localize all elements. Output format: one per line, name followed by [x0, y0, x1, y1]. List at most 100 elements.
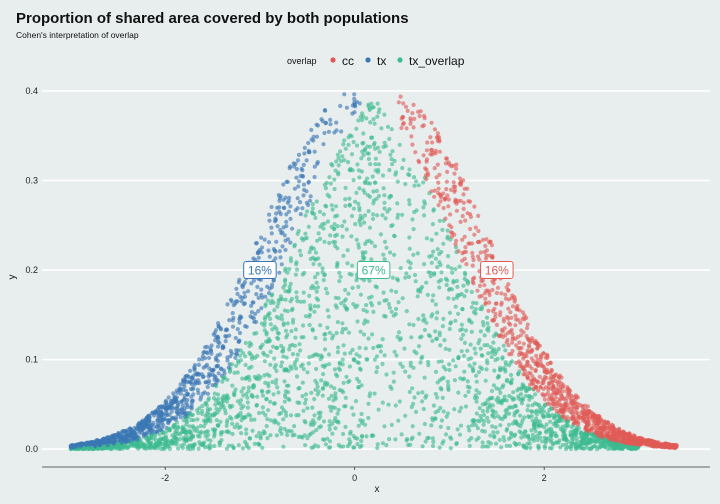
point-tx_overlap — [185, 446, 190, 451]
point-cc — [470, 276, 475, 282]
point-tx_overlap — [573, 428, 578, 433]
point-tx_overlap — [570, 440, 575, 445]
point-tx — [352, 96, 357, 101]
point-tx_overlap — [366, 415, 371, 421]
point-tx — [344, 105, 349, 110]
point-tx — [299, 166, 304, 171]
point-tx_overlap — [336, 163, 341, 168]
point-tx — [321, 142, 326, 147]
point-cc — [570, 415, 575, 420]
point-cc — [534, 353, 539, 358]
point-tx — [269, 231, 274, 236]
point-cc — [514, 343, 519, 348]
point-tx — [156, 414, 161, 419]
point-tx_overlap — [278, 426, 283, 431]
point-cc — [642, 438, 647, 443]
point-tx_overlap — [274, 345, 279, 350]
point-tx_overlap — [447, 367, 452, 373]
point-cc — [573, 397, 578, 402]
point-tx_overlap — [281, 354, 286, 359]
annotation-label: 16% — [248, 264, 272, 278]
point-tx_overlap — [407, 374, 412, 379]
point-tx_overlap — [371, 105, 376, 110]
point-tx_overlap — [268, 362, 273, 367]
point-cc — [545, 352, 550, 357]
point-tx_overlap — [229, 416, 234, 421]
point-tx_overlap — [580, 436, 585, 441]
point-tx_overlap — [388, 152, 393, 157]
point-tx_overlap — [474, 388, 479, 393]
point-tx_overlap — [397, 399, 402, 404]
point-tx_overlap — [377, 107, 382, 112]
point-tx_overlap — [407, 235, 412, 240]
point-tx_overlap — [332, 405, 337, 410]
point-tx_overlap — [347, 202, 352, 207]
point-cc — [499, 327, 504, 332]
point-tx_overlap — [303, 236, 308, 241]
point-tx — [203, 380, 208, 385]
point-tx_overlap — [214, 384, 219, 389]
point-tx_overlap — [517, 441, 522, 446]
point-tx_overlap — [289, 296, 295, 301]
point-tx_overlap — [484, 315, 490, 320]
point-tx_overlap — [469, 305, 474, 310]
point-tx_overlap — [524, 445, 529, 450]
point-cc — [506, 282, 511, 287]
point-tx — [257, 247, 262, 253]
legend: overlap cc tx tx_overlap — [287, 54, 465, 68]
point-tx_overlap — [438, 278, 444, 283]
point-tx_overlap — [173, 426, 178, 431]
point-tx_overlap — [596, 438, 601, 443]
point-tx_overlap — [486, 351, 491, 356]
point-tx_overlap — [490, 395, 495, 400]
point-tx_overlap — [190, 443, 196, 448]
point-tx_overlap — [276, 301, 281, 306]
point-tx_overlap — [369, 257, 374, 262]
point-tx_overlap — [220, 430, 225, 435]
point-tx_overlap — [200, 411, 205, 416]
point-tx — [326, 129, 331, 134]
point-tx — [208, 373, 213, 378]
point-tx_overlap — [303, 314, 308, 319]
point-tx — [211, 367, 216, 372]
point-tx_overlap — [511, 390, 516, 395]
point-tx_overlap — [461, 332, 466, 337]
point-tx_overlap — [347, 378, 352, 384]
point-tx_overlap — [447, 326, 452, 332]
point-tx — [286, 198, 291, 203]
point-tx_overlap — [550, 442, 556, 447]
point-tx_overlap — [480, 320, 486, 325]
point-tx_overlap — [437, 285, 442, 290]
point-tx — [236, 339, 242, 344]
point-tx_overlap — [519, 435, 524, 440]
point-tx_overlap — [451, 280, 456, 285]
point-tx_overlap — [208, 419, 213, 424]
point-tx_overlap — [326, 352, 332, 357]
point-tx_overlap — [246, 374, 251, 379]
point-tx_overlap — [154, 441, 159, 446]
point-tx_overlap — [493, 441, 499, 446]
point-tx_overlap — [508, 360, 513, 365]
point-tx — [132, 431, 137, 436]
point-tx_overlap — [371, 309, 376, 314]
point-tx_overlap — [532, 425, 537, 430]
point-tx_overlap — [368, 144, 373, 149]
point-tx — [163, 398, 169, 403]
point-tx — [242, 290, 247, 295]
point-tx — [328, 122, 333, 127]
point-tx_overlap — [465, 348, 470, 353]
point-tx — [161, 422, 166, 428]
point-cc — [454, 208, 459, 213]
point-tx_overlap — [230, 431, 235, 437]
point-tx — [155, 418, 160, 423]
point-tx_overlap — [360, 111, 365, 116]
point-cc — [573, 417, 578, 422]
point-cc — [622, 435, 627, 440]
point-tx — [281, 182, 286, 187]
point-cc — [425, 171, 430, 176]
point-tx_overlap — [294, 267, 300, 272]
point-tx_overlap — [287, 347, 292, 352]
point-tx_overlap — [614, 446, 619, 451]
point-tx — [269, 204, 274, 210]
point-tx — [249, 310, 254, 315]
